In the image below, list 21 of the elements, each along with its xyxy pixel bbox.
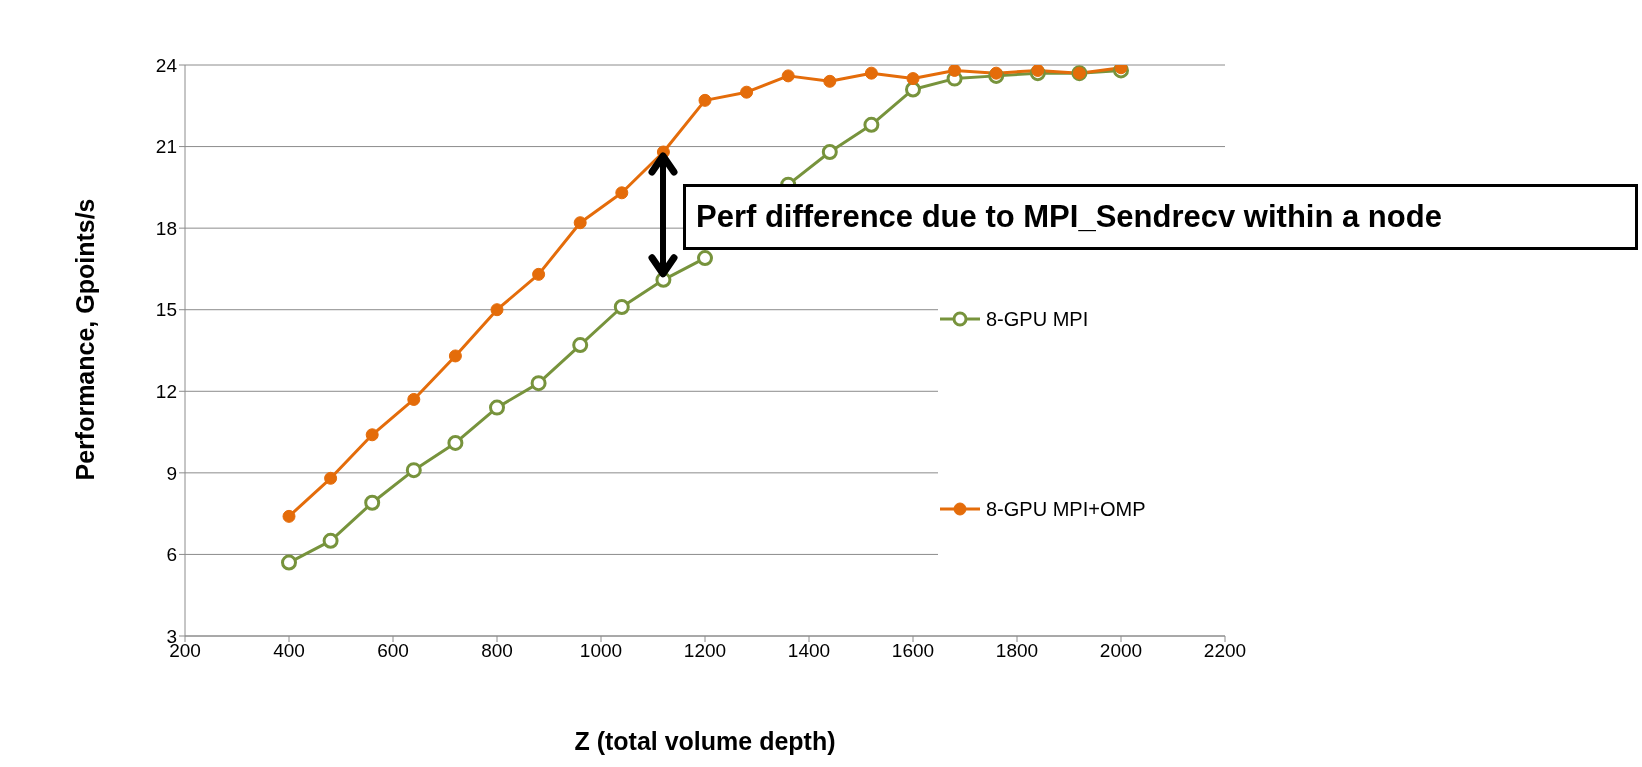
y-tick-label: 9 [166,462,177,484]
x-tick-label: 1400 [787,640,831,662]
x-tick-label: 600 [377,640,409,662]
y-tick-label: 24 [155,54,178,76]
y-tick-label: 12 [155,381,177,403]
y-axis-title: Performance, Gpoints/s [70,198,99,481]
y-tick-label: 15 [155,299,177,321]
x-axis-title: Z (total volume depth) [574,727,836,755]
x-tick-label: 1600 [891,640,935,662]
legend-label: 8-GPU MPI+OMP [986,497,1146,521]
x-tick-label: 1000 [579,640,623,662]
x-tick-label: 2000 [1099,640,1143,662]
y-tick-label: 6 [166,544,177,566]
legend-label: 8-GPU MPI [986,307,1089,331]
y-tick-label: 18 [155,217,177,239]
x-tick-label: 400 [273,640,305,662]
y-tick-label: 21 [155,136,177,158]
x-tick-label: 800 [481,640,513,662]
x-tick-label: 1200 [683,640,727,662]
x-tick-label: 2200 [1203,640,1247,662]
x-tick-label: 1800 [995,640,1039,662]
